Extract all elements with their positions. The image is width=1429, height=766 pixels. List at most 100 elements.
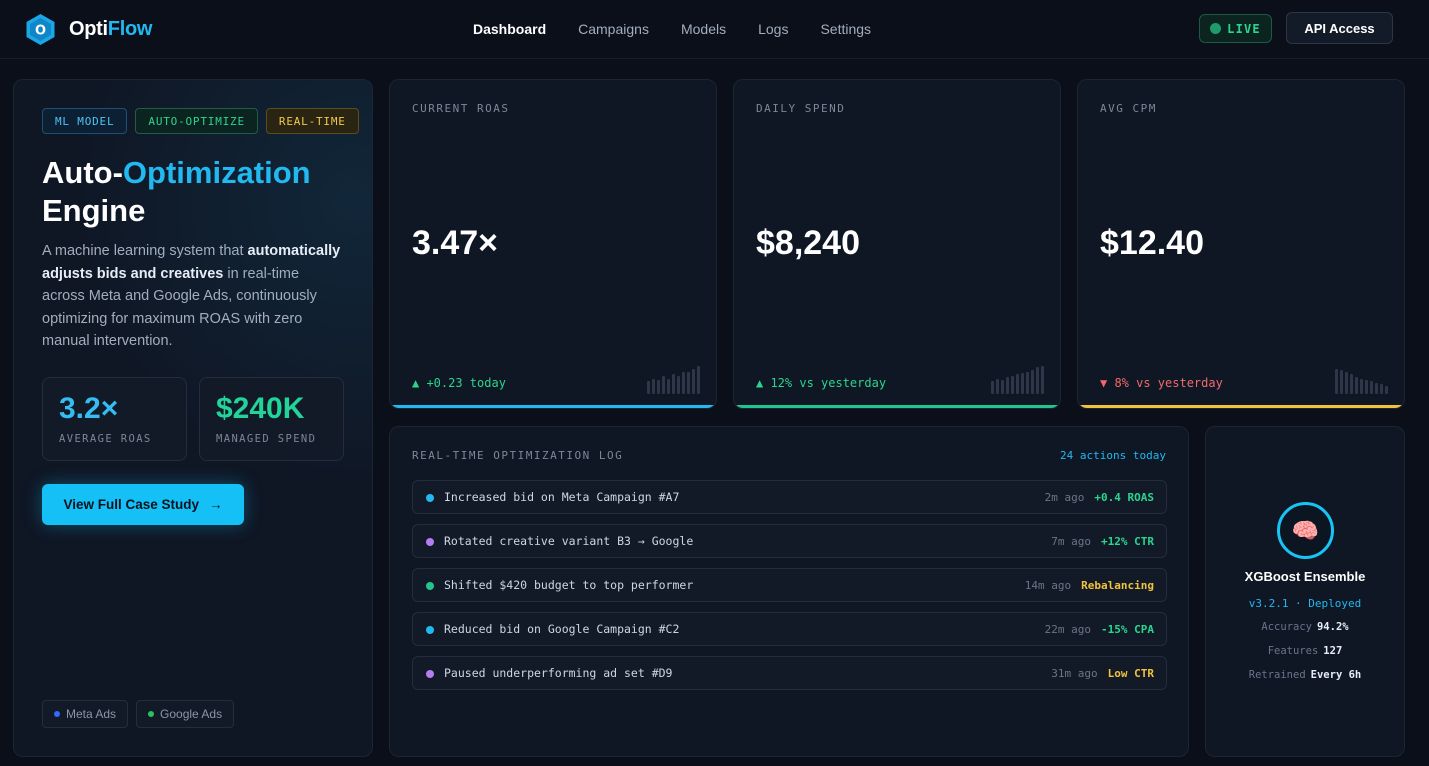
- cta-label: View Full Case Study: [63, 497, 200, 512]
- sparkline-bar: [1335, 369, 1338, 394]
- tag-auto-optimize: AUTO-OPTIMIZE: [135, 108, 258, 134]
- platform-badges: Meta Ads Google Ads: [42, 700, 235, 728]
- log-status-dot-icon: [426, 538, 434, 546]
- live-status-badge: LIVE: [1199, 14, 1272, 43]
- api-access-button[interactable]: API Access: [1286, 12, 1393, 44]
- metric-label: DAILY SPEND: [756, 102, 846, 115]
- platform-google-ads: Google Ads: [136, 700, 235, 728]
- sparkline-bar: [667, 379, 670, 394]
- logo-hexagon-icon: O: [26, 14, 55, 45]
- model-stat-key: Accuracy: [1261, 621, 1312, 633]
- sparkline-bar: [1036, 367, 1039, 394]
- log-status-dot-icon: [426, 626, 434, 634]
- sparkline-bar: [697, 366, 700, 394]
- metric-label: AVG CPM: [1100, 102, 1157, 115]
- nav-dashboard[interactable]: Dashboard: [473, 21, 547, 37]
- sparkline-bar: [1365, 380, 1368, 394]
- metric-value: 3.47×: [412, 224, 499, 262]
- stat-label: MANAGED SPEND: [216, 433, 317, 445]
- sparkline-bar: [1350, 374, 1353, 394]
- sparkline-bar: [1360, 379, 1363, 394]
- metric-delta: ▼ 8% vs yesterday: [1100, 376, 1223, 390]
- sparkline-bar: [657, 380, 660, 394]
- log-action-count[interactable]: 24 actions today: [1060, 449, 1166, 462]
- view-case-study-button[interactable]: View Full Case Study →: [42, 484, 244, 525]
- log-text: Rotated creative variant B3 → Google: [444, 534, 694, 548]
- sparkline-bar: [692, 369, 695, 394]
- log-row[interactable]: Increased bid on Meta Campaign #A7 2m ag…: [412, 480, 1167, 514]
- log-text: Increased bid on Meta Campaign #A7: [444, 490, 680, 504]
- hero-desc-part2: in real-time across Meta and Google Ads,…: [42, 265, 317, 350]
- tag-real-time: REAL-TIME: [265, 108, 359, 134]
- arrow-right-icon: →: [209, 497, 223, 512]
- sparkline-chart: [647, 364, 700, 394]
- hero-title-prefix: Auto-: [42, 155, 123, 190]
- sparkline-bar: [687, 372, 690, 394]
- hero-description: A machine learning system that automatic…: [42, 240, 342, 353]
- sparkline-bar: [677, 376, 680, 394]
- sparkline-bar: [1011, 376, 1014, 394]
- logo-letter: O: [35, 24, 46, 39]
- metric-label: CURRENT ROAS: [412, 102, 510, 115]
- nav-campaigns[interactable]: Campaigns: [578, 21, 649, 37]
- sparkline-bar: [1006, 377, 1009, 394]
- sparkline-bar: [1375, 383, 1378, 394]
- live-label: LIVE: [1227, 21, 1261, 36]
- log-row[interactable]: Rotated creative variant B3 → Google 7m …: [412, 524, 1167, 558]
- sparkline-bar: [1385, 386, 1388, 394]
- log-row[interactable]: Reduced bid on Google Campaign #C2 22m a…: [412, 612, 1167, 646]
- brand-prefix: Opti: [69, 18, 108, 40]
- log-row[interactable]: Paused underperforming ad set #D9 31m ag…: [412, 656, 1167, 690]
- brand-logo[interactable]: O OptiFlow: [24, 13, 152, 46]
- log-meta: 31m ago Low CTR: [1051, 667, 1154, 680]
- model-ring: 🧠: [1277, 502, 1334, 559]
- sparkline-bar: [1355, 377, 1358, 394]
- log-row[interactable]: Shifted $420 budget to top performer 14m…: [412, 568, 1167, 602]
- metric-card-roas: CURRENT ROAS 3.47× ▲ +0.23 today: [389, 79, 717, 409]
- model-stat-key: Retrained: [1248, 669, 1306, 681]
- model-stat-retrained: Retrained Every 6h: [1206, 669, 1404, 681]
- metric-delta: ▲ +0.23 today: [412, 376, 506, 390]
- stat-value: $240K: [216, 392, 305, 425]
- stat-average-roas: 3.2× AVERAGE ROAS: [42, 377, 187, 461]
- model-stat-value: 127: [1323, 645, 1343, 657]
- log-time: 31m ago: [1051, 666, 1098, 680]
- tag-ml-model: ML MODEL: [42, 108, 128, 134]
- sparkline-bar: [1340, 370, 1343, 394]
- log-status-dot-icon: [426, 582, 434, 590]
- log-meta: 14m ago Rebalancing: [1025, 579, 1154, 592]
- hero-title-line2: Engine: [42, 193, 146, 228]
- metric-card-cpm: AVG CPM $12.40 ▼ 8% vs yesterday: [1077, 79, 1405, 409]
- log-time: 22m ago: [1044, 622, 1092, 636]
- log-result: +0.4 ROAS: [1094, 490, 1154, 504]
- log-status-dot-icon: [426, 494, 434, 502]
- nav-settings[interactable]: Settings: [820, 21, 872, 37]
- stat-value: 3.2×: [59, 392, 119, 425]
- sparkline-chart: [1335, 364, 1388, 394]
- model-stat-value: 94.2%: [1316, 621, 1349, 633]
- hero-title-highlight: Optimization: [122, 155, 311, 190]
- log-result: -15% CPA: [1101, 622, 1154, 636]
- stat-managed-spend: $240K MANAGED SPEND: [199, 377, 344, 461]
- log-meta: 2m ago +0.4 ROAS: [1045, 491, 1154, 504]
- sparkline-bar: [1345, 372, 1348, 394]
- sparkline-bar: [1016, 374, 1019, 394]
- nav-logs[interactable]: Logs: [758, 21, 789, 37]
- metric-accent-bar: [390, 405, 716, 408]
- sparkline-bar: [672, 374, 675, 394]
- sparkline-bar: [991, 381, 994, 394]
- sparkline-bar: [647, 381, 650, 394]
- sparkline-bar: [1380, 384, 1383, 394]
- meta-dot-icon: [54, 711, 60, 717]
- metric-delta: ▲ 12% vs yesterday: [756, 376, 887, 390]
- sparkline-bar: [1001, 380, 1004, 394]
- model-stat-features: Features 127: [1206, 645, 1404, 657]
- feature-tags: ML MODEL AUTO-OPTIMIZE REAL-TIME: [42, 108, 359, 134]
- sparkline-bar: [1021, 373, 1024, 394]
- model-card: 🧠 XGBoost Ensemble v3.2.1 · Deployed Acc…: [1205, 426, 1405, 757]
- nav-models[interactable]: Models: [680, 21, 727, 37]
- model-version: v3.2.1 · Deployed: [1248, 597, 1362, 610]
- hero-desc-part1: A machine learning system that: [42, 243, 248, 259]
- metric-accent-bar: [1078, 405, 1404, 408]
- brand-suffix: Flow: [107, 18, 153, 40]
